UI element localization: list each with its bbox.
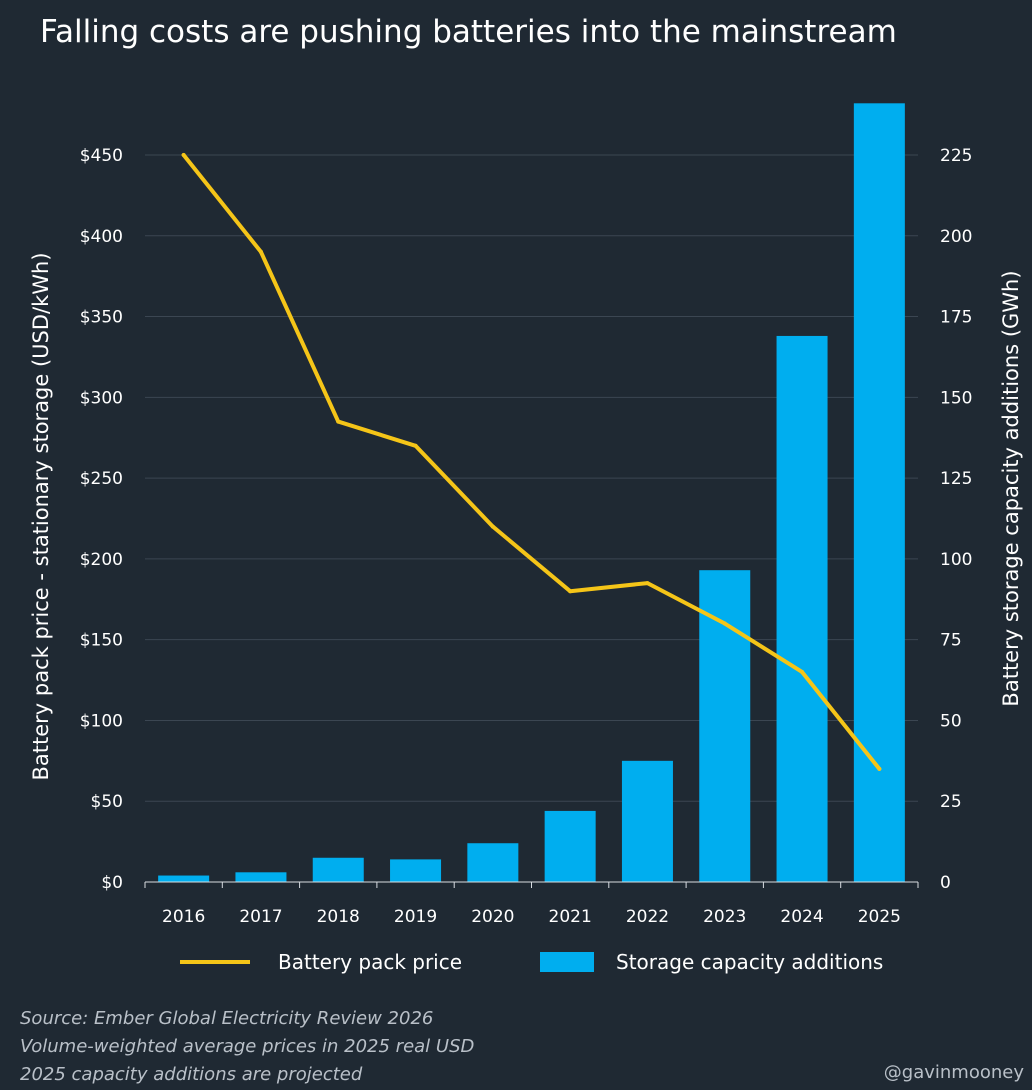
x-tick-label: 2024: [780, 907, 823, 927]
right-tick-label: 50: [940, 711, 962, 731]
note-prices: Volume-weighted average prices in 2025 r…: [20, 1036, 475, 1057]
price-line: [181, 153, 882, 771]
left-tick-label: $0: [101, 873, 123, 893]
left-tick-label: $100: [80, 711, 123, 731]
bar-2017: [235, 872, 287, 882]
line-point-2018: [336, 419, 341, 424]
bar-2021: [544, 810, 596, 882]
line-point-2024: [800, 669, 805, 674]
legend-swatch-storage-capacity: [540, 952, 594, 972]
chart-title: Falling costs are pushing batteries into…: [40, 14, 897, 50]
right-tick-label: 75: [940, 631, 962, 651]
right-axis-label: Battery storage capacity additions (GWh): [999, 270, 1023, 706]
author-credit: @gavinmooney: [883, 1062, 1024, 1083]
right-tick-label: 100: [940, 550, 972, 570]
right-tick-label: 175: [940, 308, 972, 328]
left-tick-label: $200: [80, 550, 123, 570]
note-source: Source: Ember Global Electricity Review …: [20, 1008, 434, 1029]
line-point-2019: [413, 443, 418, 448]
right-tick-label: 150: [940, 388, 972, 408]
right-tick-label: 225: [940, 146, 972, 166]
line-point-2022: [645, 581, 650, 586]
x-tick-label: 2021: [549, 907, 592, 927]
series-line-battery-pack-price: [181, 153, 882, 771]
legend: Battery pack price Storage capacity addi…: [180, 950, 883, 974]
x-tick-label: 2025: [858, 907, 901, 927]
left-tick-label: $250: [80, 469, 123, 489]
line-point-2023: [722, 621, 727, 626]
chart-notes: Source: Ember Global Electricity Review …: [20, 1005, 474, 1089]
chart: $0 $50 $100 $150 $200 $250 $300 $350 $400 $450 0 2…: [29, 103, 1023, 974]
bar-2019: [390, 859, 442, 882]
line-point-2025: [877, 766, 882, 771]
bar-2018: [312, 857, 364, 882]
left-tick-label: $50: [91, 792, 123, 812]
x-tick-label: 2018: [317, 907, 360, 927]
left-tick-label: $300: [80, 388, 123, 408]
x-tick-label: 2017: [239, 907, 282, 927]
line-point-2017: [258, 249, 263, 254]
line-point-2021: [568, 589, 573, 594]
bar-2023: [699, 570, 751, 882]
x-tick-label: 2019: [394, 907, 437, 927]
right-tick-label: 0: [940, 873, 951, 893]
left-tick-label: $150: [80, 631, 123, 651]
bar-2016: [158, 875, 210, 882]
x-tick-label: 2016: [162, 907, 205, 927]
left-tick-label: $350: [80, 308, 123, 328]
left-axis-label: Battery pack price - stationary storage …: [29, 252, 53, 780]
legend-label-battery-pack-price: Battery pack price: [278, 950, 462, 974]
bar-2025: [853, 103, 905, 882]
left-tick-label: $400: [80, 227, 123, 247]
x-tick-label: 2023: [703, 907, 746, 927]
bar-2022: [621, 760, 673, 882]
note-projection: 2025 capacity additions are projected: [20, 1064, 363, 1085]
right-axis-ticks: 0 25 50 75 100 125 150 175 200 225: [940, 146, 972, 893]
legend-label-storage-capacity: Storage capacity additions: [616, 950, 883, 974]
bar-2020: [467, 843, 519, 882]
right-tick-label: 200: [940, 227, 972, 247]
line-point-2020: [490, 524, 495, 529]
gridlines: [145, 154, 918, 802]
x-tick-label: 2022: [626, 907, 669, 927]
x-tick-label: 2020: [471, 907, 514, 927]
right-tick-label: 25: [940, 792, 962, 812]
left-tick-label: $450: [80, 146, 123, 166]
left-axis-ticks: $0 $50 $100 $150 $200 $250 $300 $350 $400 $450: [80, 146, 123, 893]
line-point-2016: [181, 153, 186, 157]
bars: [158, 103, 905, 882]
bar-2024: [776, 335, 828, 882]
right-tick-label: 125: [940, 469, 972, 489]
x-axis-ticks: 2016 2017 2018 2019 2020 2021 2022 2023 2024 2025: [144, 882, 919, 927]
